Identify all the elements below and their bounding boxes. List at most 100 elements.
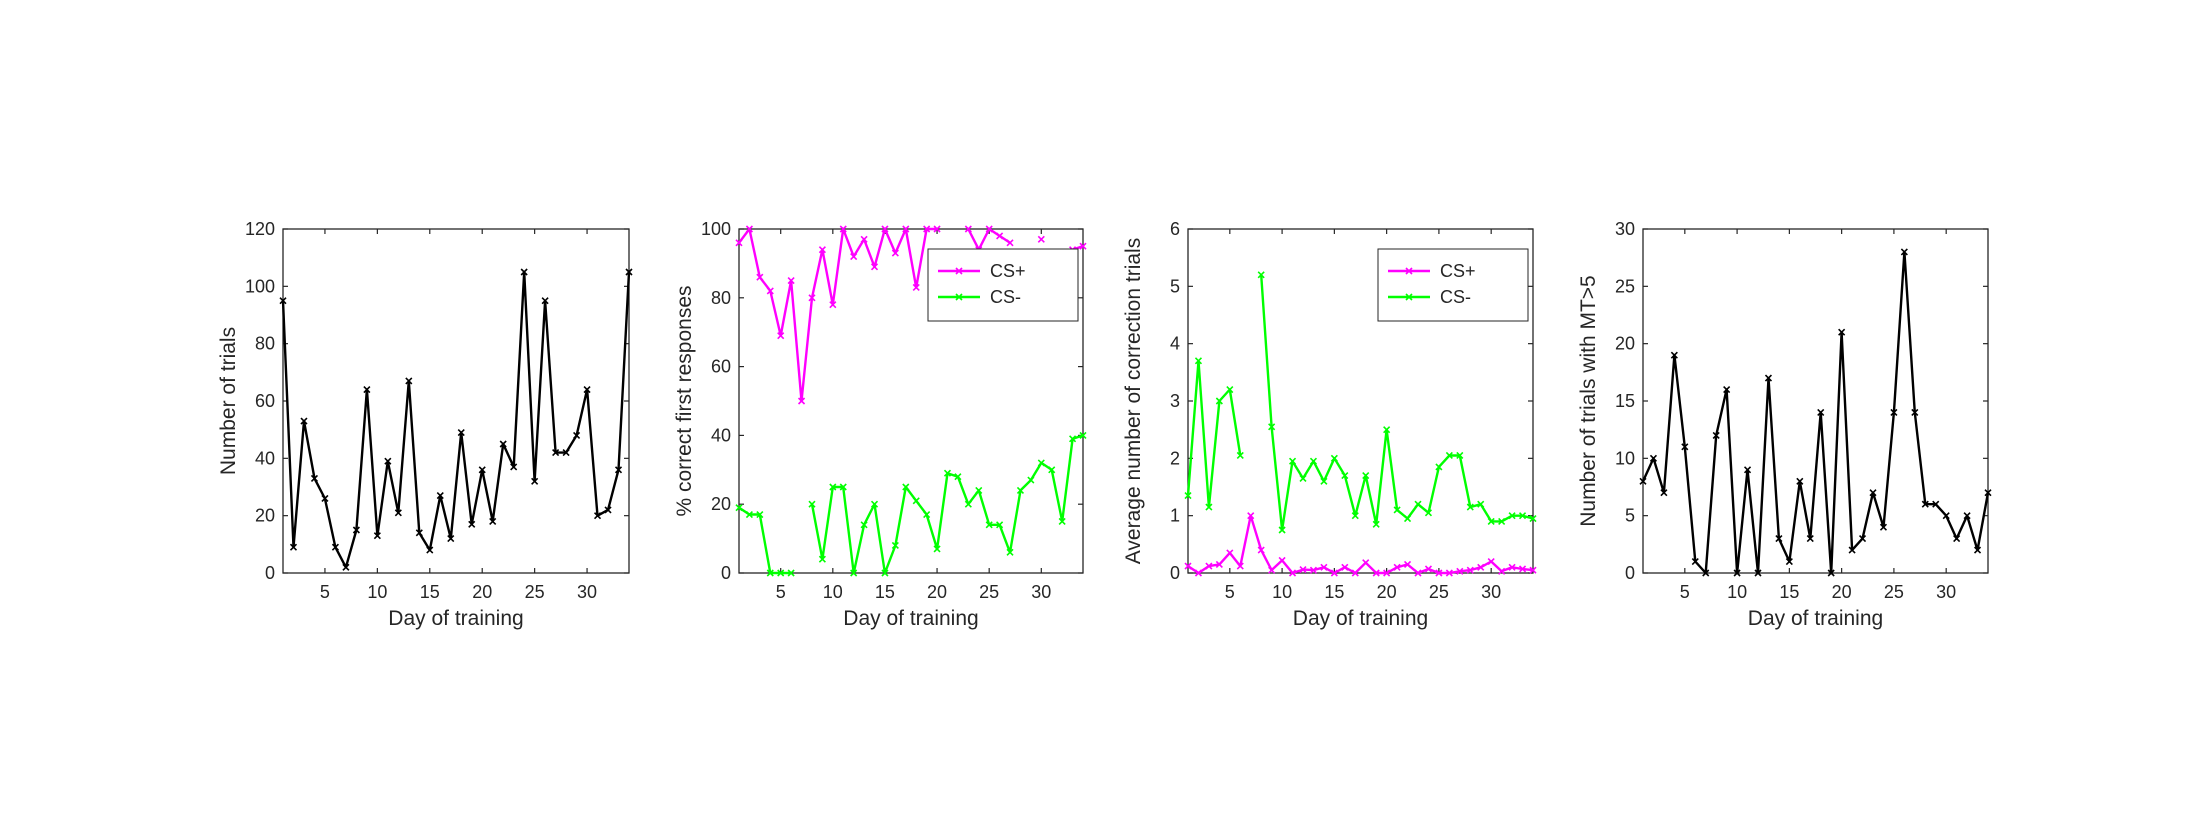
data-point [1309, 457, 1318, 465]
y-tick-label: 40 [711, 425, 731, 445]
y-tick-label: 10 [1615, 448, 1635, 468]
data-point [777, 332, 785, 340]
data-point [1456, 451, 1464, 460]
data-point [933, 545, 941, 553]
y-tick-label: 0 [1170, 563, 1180, 583]
data-point [1330, 569, 1338, 577]
series-line [1187, 514, 1534, 575]
data-point [1351, 512, 1359, 520]
data-point [1660, 489, 1668, 497]
x-tick-label: 30 [1936, 582, 1956, 602]
y-tick-label: 6 [1170, 219, 1180, 239]
data-point [1309, 566, 1318, 574]
data-point [1037, 235, 1045, 243]
data-point [902, 225, 910, 233]
data-point [373, 532, 381, 540]
data-point [839, 225, 847, 233]
data-point [735, 504, 743, 512]
data-point [457, 428, 465, 437]
data-point [468, 520, 476, 528]
data-point [1477, 563, 1485, 571]
data-point [1383, 426, 1391, 434]
data-point [881, 225, 889, 233]
data-point [787, 569, 795, 577]
data-point [1372, 569, 1380, 577]
data-point [415, 529, 423, 537]
data-point [1487, 517, 1495, 525]
data-point [573, 431, 581, 439]
data-point [1498, 567, 1506, 575]
series-cs [735, 225, 1087, 405]
data-point [1320, 477, 1328, 485]
x-tick-label: 5 [320, 582, 330, 602]
data-point [912, 497, 920, 505]
data-point [996, 232, 1004, 240]
x-tick-label: 15 [1779, 582, 1799, 602]
data-point [1268, 423, 1276, 431]
data-point [923, 225, 931, 233]
data-point [1288, 457, 1297, 465]
data-point [352, 526, 360, 534]
legend: CS+ CS- [1377, 248, 1529, 322]
y-tick-label: 80 [711, 288, 731, 308]
series-cs [1184, 512, 1537, 577]
x-tick-label: 15 [420, 582, 440, 602]
data-point [1477, 500, 1485, 508]
data-point [1006, 548, 1014, 556]
y-tick-label: 60 [711, 357, 731, 377]
data-point [1817, 408, 1825, 417]
data-point [1403, 514, 1412, 523]
data-point [1194, 569, 1203, 577]
data-point [1393, 563, 1401, 571]
data-point [520, 268, 528, 276]
data-point [310, 474, 319, 482]
legend-marker [1405, 267, 1413, 275]
y-tick-label: 0 [721, 563, 731, 583]
y-axis-label: Number of trials [217, 327, 240, 475]
data-point [808, 294, 816, 302]
plot-frame [1642, 228, 1989, 574]
chart-4: 5 10 15 20 25 30 0 5 10 15 20 25 30 Day of training Nu… [1577, 219, 1992, 630]
data-point [1341, 471, 1349, 480]
plot-frame [282, 228, 630, 574]
data-point [1278, 526, 1286, 534]
chart-2: 5 10 15 20 25 30 0 20 40 60 80 100 Day of training % … [673, 219, 1087, 630]
data-point [1236, 562, 1244, 570]
data-point [1848, 546, 1856, 554]
series-1 [279, 268, 633, 571]
data-point [1341, 563, 1349, 571]
data-point [964, 225, 972, 233]
data-point [1048, 466, 1056, 474]
data-point [1184, 562, 1192, 570]
data-point [1921, 500, 1929, 508]
data-point [1079, 242, 1087, 250]
data-point [996, 521, 1004, 529]
y-tick-label: 60 [255, 391, 275, 411]
data-point [943, 469, 952, 477]
y-tick-label: 2 [1170, 448, 1180, 468]
data-point [1236, 451, 1244, 460]
y-tick-label: 40 [255, 448, 275, 468]
data-point [1712, 431, 1720, 439]
x-tick-label: 5 [1680, 582, 1690, 602]
data-point [405, 377, 413, 385]
x-tick-label: 20 [927, 582, 947, 602]
y-tick-label: 15 [1615, 391, 1635, 411]
data-point [1827, 569, 1835, 577]
data-point [912, 283, 920, 292]
data-point [1670, 351, 1678, 359]
y-tick-label: 80 [255, 334, 275, 354]
data-point [1681, 443, 1689, 451]
legend-label: CS+ [990, 261, 1026, 281]
data-point [902, 483, 910, 491]
data-point [1299, 474, 1307, 482]
data-point [1456, 567, 1464, 575]
legend-marker [1405, 293, 1413, 301]
x-axis-label: Day of training [388, 607, 523, 630]
x-axis-label: Day of training [1748, 607, 1883, 630]
x-tick-label: 10 [367, 582, 387, 602]
data-point [1069, 435, 1077, 443]
data-point [1702, 569, 1710, 577]
y-tick-label: 120 [245, 219, 275, 239]
